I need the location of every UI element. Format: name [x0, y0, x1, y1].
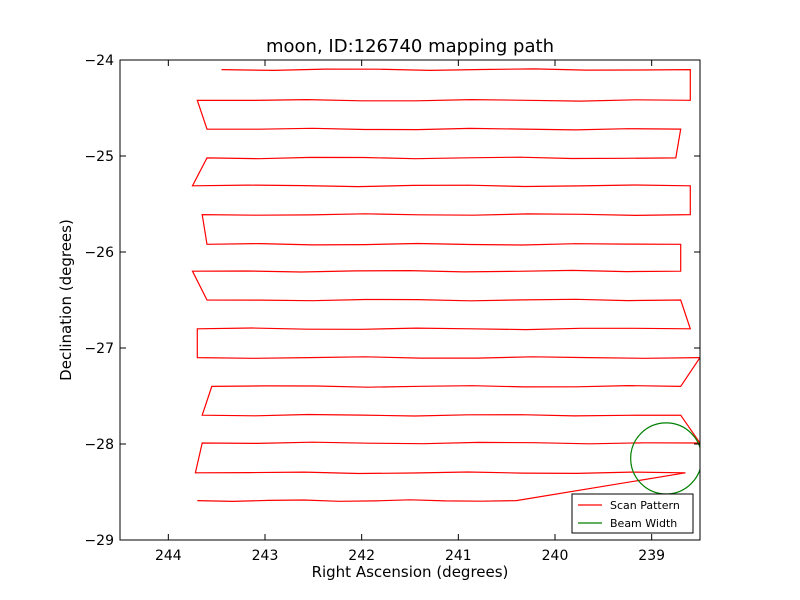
- scan-pattern-line: [191, 68, 700, 503]
- x-axis-title: Right Ascension (degrees): [312, 563, 509, 581]
- x-tick-label: 241: [445, 548, 472, 564]
- chart-title: moon, ID:126740 mapping path: [266, 36, 554, 57]
- y-tick-label: −25: [84, 149, 114, 165]
- legend-box: [571, 493, 694, 534]
- x-tick-label: 244: [155, 548, 182, 564]
- legend-label-scan-pattern: Scan Pattern: [610, 499, 680, 512]
- legend: Scan Pattern Beam Width: [571, 493, 694, 534]
- x-tick-label: 243: [252, 548, 279, 564]
- x-tick-label: 239: [638, 548, 665, 564]
- x-axis: 244 243 242 241 240 239: [155, 60, 665, 564]
- x-tick-label: 242: [348, 548, 375, 564]
- y-tick-label: −27: [84, 341, 114, 357]
- legend-label-beam-width: Beam Width: [610, 517, 677, 530]
- axes-frame: [119, 59, 701, 541]
- y-tick-label: −26: [84, 245, 114, 261]
- y-axis-title: Declination (degrees): [57, 219, 75, 381]
- y-axis: −24 −25 −26 −27 −28 −29: [84, 53, 700, 549]
- y-tick-label: −24: [84, 53, 114, 69]
- y-tick-label: −28: [84, 437, 114, 453]
- y-tick-label: −29: [84, 533, 114, 549]
- x-tick-label: 240: [542, 548, 569, 564]
